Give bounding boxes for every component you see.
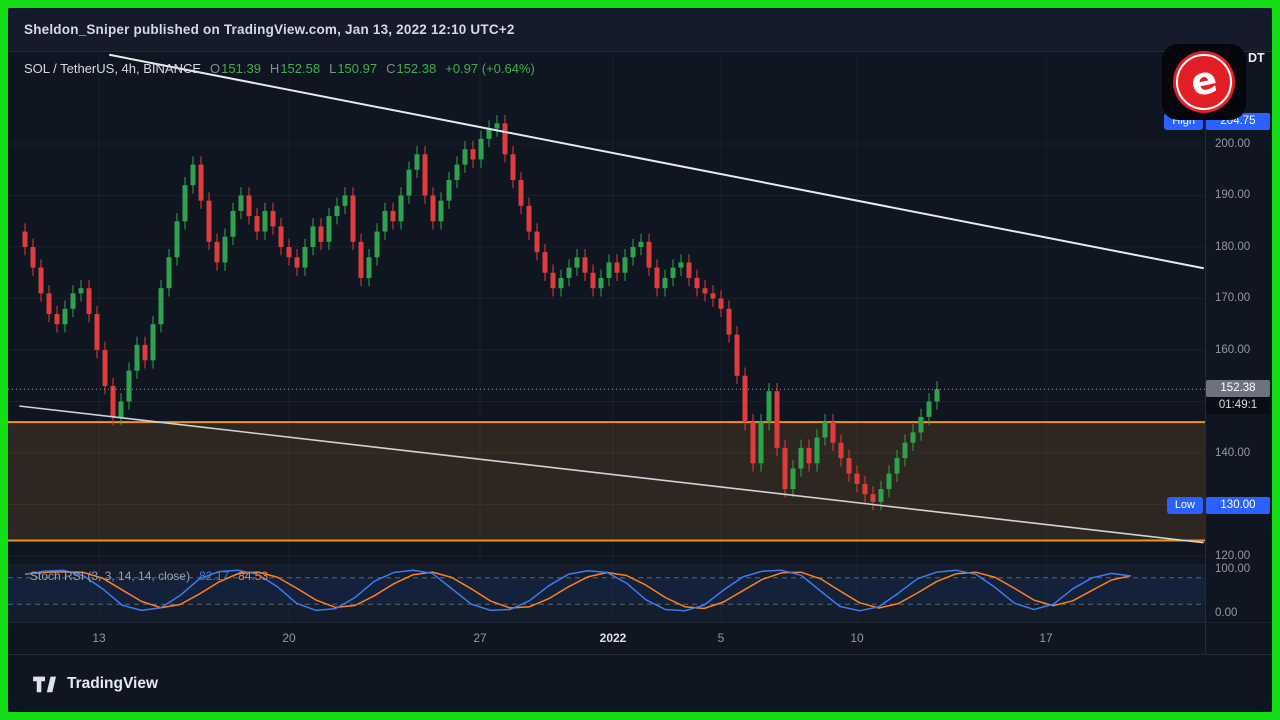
candlestick-plot[interactable] (8, 52, 1205, 622)
tradingview-brand-text[interactable]: TradingView (67, 674, 159, 692)
publisher-logo: e (1162, 44, 1246, 120)
ohlc-letter: C (386, 61, 396, 76)
price-tick-label: 120.00 (1215, 549, 1251, 562)
change-value: +0.97 (+0.64%) (445, 61, 535, 76)
ohlc-value: 152.38 (396, 61, 437, 76)
time-tick-label: 17 (1039, 631, 1053, 645)
ohlc-value: 151.39 (221, 61, 261, 76)
price-tick-label: 200.00 (1215, 137, 1251, 150)
time-axis-separator (8, 622, 1272, 623)
footer-bar: TradingView (8, 654, 1272, 712)
time-tick-label: 2022 (599, 631, 627, 645)
time-axis[interactable]: 13 20 27 2022 5 10 17 (0, 622, 1205, 654)
low-price-badge: 130.00 (1206, 497, 1270, 514)
publish-attribution-bar: Sheldon_Sniper published on TradingView.… (8, 8, 1272, 52)
price-tick-label: 180.00 (1215, 240, 1251, 253)
time-tick-label: 13 (92, 631, 106, 645)
time-tick-label: 20 (282, 631, 296, 645)
stoch-d-value: 84.53 (238, 569, 269, 583)
stoch-rsi-label[interactable]: Stoch RSI (3, 3, 14, 14, close) (30, 569, 191, 583)
price-tick-label: 160.00 (1215, 343, 1251, 356)
price-tick-label: 100.00 (1215, 562, 1251, 575)
publisher-logo-letter: e (1186, 56, 1222, 105)
time-tick-label: 10 (850, 631, 864, 645)
time-tick-label: 27 (473, 631, 487, 645)
tradingview-logo-icon[interactable] (32, 673, 58, 695)
stoch-k-value: 82.17 (199, 569, 230, 583)
symbol-title[interactable]: SOL / TetherUS, 4h, BINANCE (24, 61, 202, 76)
ohlc-letter: H (269, 61, 280, 76)
ohlc-values: O151.39 H152.58 L150.97 C152.38 (201, 61, 436, 76)
price-tick-label: 190.00 (1215, 189, 1251, 201)
ohlc-letter: L (329, 61, 337, 76)
bar-countdown-badge: 01:49:1 (1206, 397, 1270, 414)
cutoff-corner-text: DT (1248, 51, 1265, 65)
ohlc-value: 150.97 (337, 61, 378, 76)
stoch-rsi-legend[interactable]: Stoch RSI (3, 3, 14, 14, close) 82.17 84… (30, 569, 268, 583)
price-tick-label: 0.00 (1215, 606, 1238, 619)
price-axis-separator (1205, 52, 1206, 654)
price-tick-label: 170.00 (1215, 292, 1251, 304)
time-tick-label: 5 (717, 631, 725, 645)
publish-attribution-text: Sheldon_Sniper published on TradingView.… (24, 22, 515, 37)
price-tick-label: 140.00 (1215, 446, 1251, 459)
publisher-logo-circle-icon: e (1173, 51, 1235, 113)
last-price-badge: 152.38 (1206, 380, 1270, 397)
symbol-legend[interactable]: SOL / TetherUS, 4h, BINANCE O151.39 H152.… (24, 61, 535, 76)
low-label-tag: Low (1166, 497, 1203, 514)
ohlc-letter: O (210, 61, 221, 76)
price-axis[interactable]: 200.00 190.00 180.00 170.00 160.00 140.00 120.… (1206, 0, 1272, 720)
ohlc-value: 152.58 (280, 61, 321, 76)
